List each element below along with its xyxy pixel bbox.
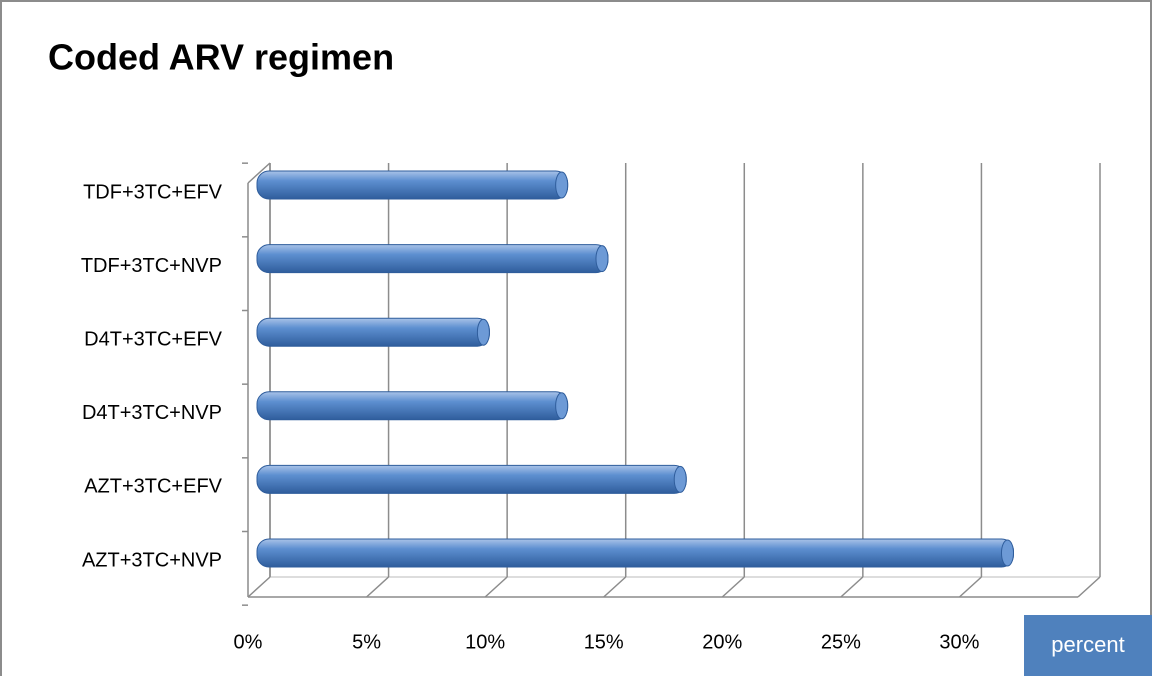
chart-title: Coded ARV regimen bbox=[48, 37, 394, 78]
bar bbox=[256, 538, 1014, 568]
x-tick-label: 30% bbox=[939, 631, 979, 653]
y-tick-label: AZT+3TC+NVP bbox=[82, 549, 222, 571]
x-tick-label: 20% bbox=[702, 631, 742, 653]
x-tick-label: 10% bbox=[465, 631, 505, 653]
grid-line bbox=[721, 576, 745, 598]
y-tick-label: AZT+3TC+EFV bbox=[84, 476, 222, 498]
bar-cap bbox=[476, 318, 490, 346]
bar bbox=[256, 464, 687, 494]
y-tick-label: D4T+3TC+EFV bbox=[84, 328, 222, 350]
plot-area: 0% 5% 10% 15% 20% 25% 30% TDF+3TC+EFV TDF+3TC+NV… bbox=[81, 162, 1101, 653]
y-tick-label: D4T+3TC+NVP bbox=[82, 402, 222, 424]
axis-wall bbox=[247, 162, 271, 184]
axis-floor bbox=[1077, 576, 1101, 598]
y-tick-label: TDF+3TC+NVP bbox=[81, 255, 222, 277]
x-tick-label: 5% bbox=[352, 631, 381, 653]
grid-line bbox=[366, 576, 390, 598]
grid-line bbox=[484, 576, 508, 598]
grid-line bbox=[840, 576, 864, 598]
bar-cap bbox=[555, 392, 569, 420]
grid-line bbox=[603, 576, 627, 598]
x-axis-title: percent bbox=[1051, 632, 1124, 657]
bar bbox=[256, 170, 569, 200]
x-axis-title-box bbox=[1024, 615, 1152, 676]
x-tick-label: 15% bbox=[584, 631, 624, 653]
x-tick-label: 0% bbox=[234, 631, 263, 653]
bar-cap bbox=[673, 465, 687, 493]
grid-line bbox=[247, 576, 271, 598]
y-tick-label: TDF+3TC+EFV bbox=[83, 181, 223, 203]
bar-cap bbox=[595, 245, 609, 273]
x-tick-label: 25% bbox=[821, 631, 861, 653]
bar-cap bbox=[555, 171, 569, 199]
bar bbox=[256, 391, 569, 421]
bar bbox=[256, 317, 490, 347]
grid-line bbox=[958, 576, 982, 598]
bar-cap bbox=[1000, 539, 1014, 567]
bar bbox=[256, 244, 609, 274]
